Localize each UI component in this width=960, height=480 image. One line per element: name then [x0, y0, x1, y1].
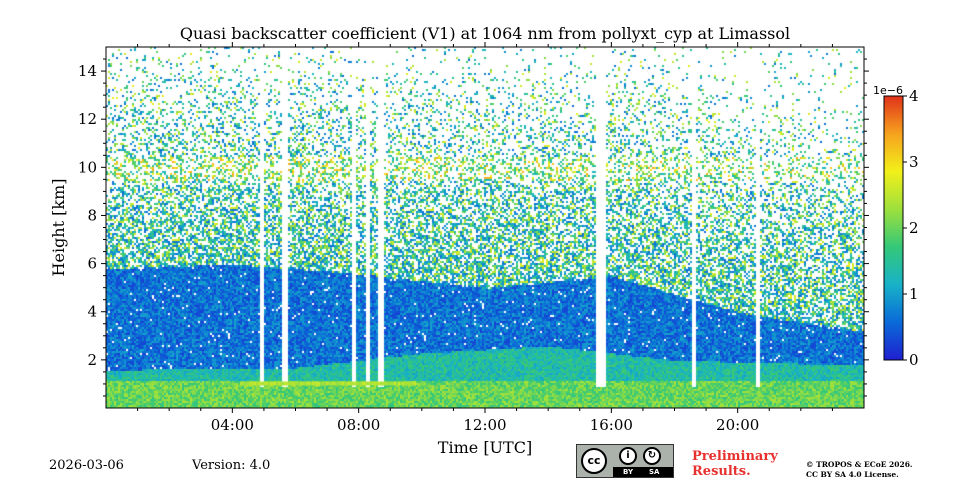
y-tick-label: 6 [87, 255, 97, 273]
colorbar-tick-label: 1 [909, 285, 919, 303]
preliminary-line1: Preliminary [692, 449, 778, 464]
cc-icon: cc [581, 448, 607, 474]
copyright-line1: © TROPOS & ECoE 2026. [806, 460, 913, 469]
y-tick-label: 10 [78, 158, 97, 176]
y-tick-label: 12 [78, 110, 97, 128]
license-by-label: BY [623, 468, 634, 476]
x-tick-label: 20:00 [716, 416, 759, 434]
share-alike-icon: ↻ [643, 447, 661, 465]
colorbar-tick-label: 4 [909, 87, 919, 105]
license-strip: BY SA [613, 467, 673, 477]
colorbar-tick-label: 3 [909, 153, 919, 171]
copyright-line2: CC BY SA 4.0 License. [806, 470, 899, 479]
preliminary-notice: Preliminary Results. [692, 449, 778, 479]
footer-date: 2026-03-06 [49, 458, 124, 473]
x-axis-label: Time [UTC] [438, 438, 532, 457]
y-axis-label: Height [km] [49, 179, 68, 277]
y-tick-label: 4 [87, 303, 97, 321]
colorbar-gradient [883, 95, 904, 361]
heatmap-area [106, 47, 864, 408]
x-tick-label: 16:00 [590, 416, 633, 434]
license-sa-label: SA [649, 468, 660, 476]
colorbar-tick-label: 2 [909, 219, 919, 237]
preliminary-line2: Results. [692, 464, 751, 479]
y-tick-label: 8 [87, 206, 97, 224]
x-tick-label: 08:00 [337, 416, 380, 434]
colorbar-tick-label: 0 [909, 351, 919, 369]
attribution-icon: i [619, 447, 637, 465]
axes: 04:00 08:00 12:00 16:00 20:00 2 4 6 8 10 12 14 Time … [49, 42, 869, 457]
footer-version: Version: 4.0 [192, 458, 271, 473]
x-tick-label: 12:00 [463, 416, 506, 434]
backscatter-field [106, 47, 864, 408]
colorbar-exponent: 1e−6 [873, 84, 903, 97]
y-tick-label: 2 [87, 351, 97, 369]
copyright-notice: © TROPOS & ECoE 2026. CC BY SA 4.0 Licen… [806, 460, 913, 480]
cc-license-badge: cc i ↻ BY SA [576, 444, 674, 478]
chart-title: Quasi backscatter coefficient (V1) at 10… [179, 24, 791, 43]
y-tick-label: 14 [78, 62, 97, 80]
x-tick-label: 04:00 [211, 416, 254, 434]
colorbar: 0 1 2 3 4 [883, 87, 919, 369]
